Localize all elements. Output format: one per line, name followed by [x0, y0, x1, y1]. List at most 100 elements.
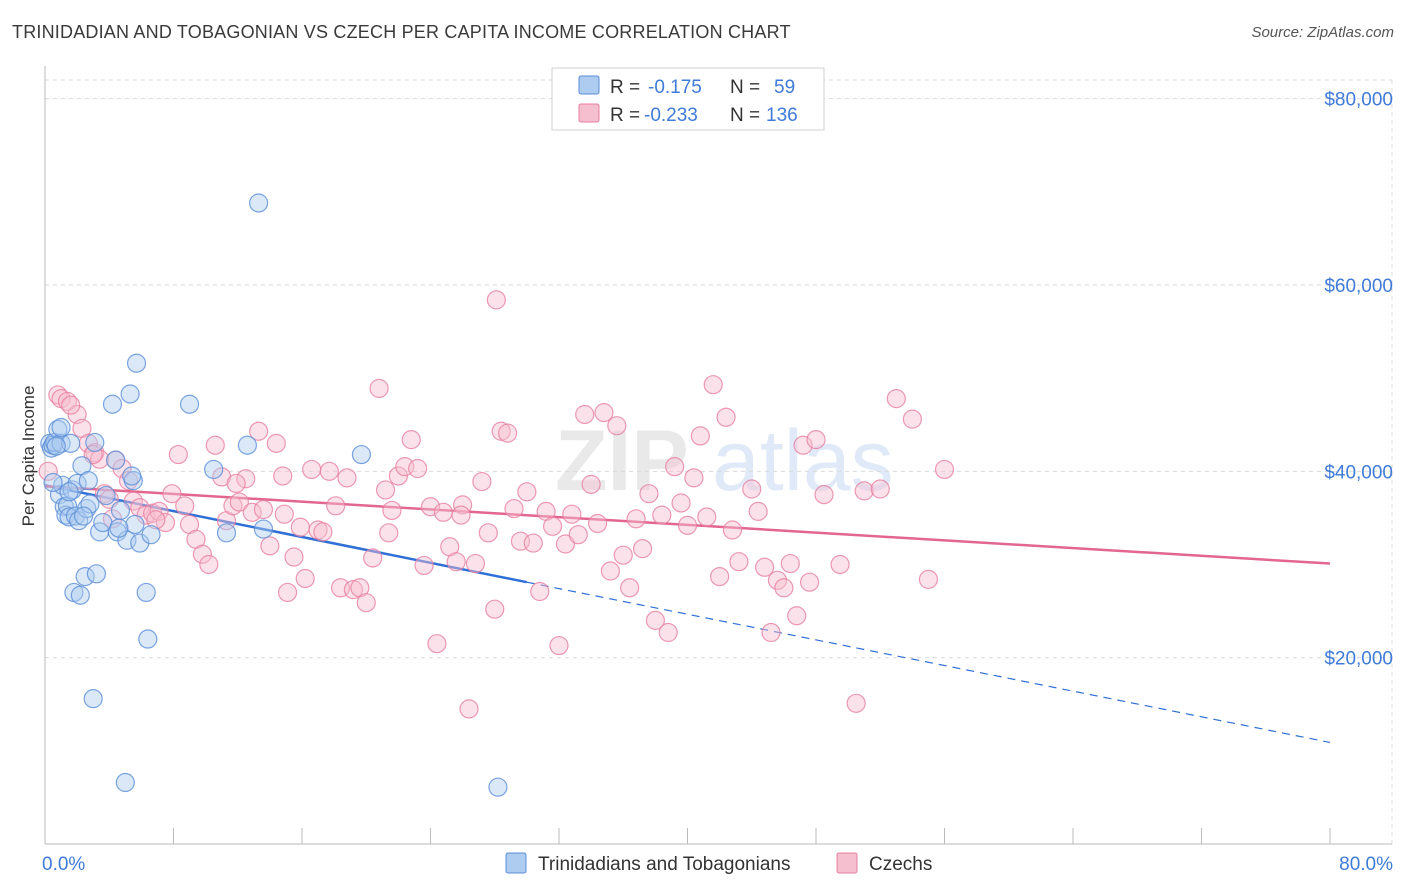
point-trinidadian — [51, 417, 71, 438]
point-czech — [38, 461, 58, 481]
point-czech — [326, 496, 346, 516]
point-czech — [498, 423, 518, 443]
point-czech — [205, 435, 225, 455]
legend-swatch-blue — [578, 75, 600, 95]
point-czech — [472, 471, 492, 492]
point-czech — [236, 469, 256, 489]
point-trinidadian — [83, 689, 103, 709]
point-trinidadian — [43, 472, 63, 493]
point-trinidadian — [179, 394, 200, 414]
point-czech — [414, 555, 434, 576]
point-czech — [319, 461, 339, 481]
point-czech — [645, 610, 665, 630]
y-tick-label: $40,000 — [1324, 462, 1393, 483]
point-czech — [806, 430, 826, 450]
point-czech — [175, 496, 195, 516]
point-czech — [375, 480, 396, 500]
y-tick-labels: $20,000 $40,000 $60,000 $80,000 — [1324, 90, 1393, 670]
point-trinidadian — [125, 514, 145, 535]
point-czech — [742, 479, 762, 499]
point-czech — [302, 459, 322, 480]
point-czech — [799, 572, 820, 592]
legend-swatch-pink — [578, 103, 600, 123]
point-czech — [814, 485, 834, 505]
point-czech — [620, 578, 640, 598]
y-tick-label: $80,000 — [1324, 90, 1393, 111]
point-czech — [48, 385, 68, 405]
legend-series: Trinidadians and Tobagonians Czechs — [505, 852, 932, 875]
point-czech — [504, 498, 524, 519]
point-czech — [295, 568, 315, 589]
legend-n-label-2: N = — [730, 105, 760, 126]
source-label: Source: ZipAtlas.com — [1251, 24, 1394, 41]
point-czech — [517, 482, 537, 502]
point-czech — [703, 375, 723, 395]
point-czech — [761, 622, 781, 643]
point-czech — [754, 557, 775, 577]
point-czech — [774, 578, 794, 598]
y-tick-label: $20,000 — [1324, 649, 1393, 670]
point-czech — [549, 635, 569, 656]
point-czech — [192, 544, 213, 564]
point-czech — [61, 395, 81, 415]
point-trinidadian — [253, 519, 274, 539]
point-czech — [388, 466, 408, 486]
point-trinidadian — [120, 384, 140, 404]
point-czech — [491, 421, 511, 441]
point-czech — [486, 290, 506, 310]
point-czech — [530, 581, 550, 602]
point-trinidadian — [109, 518, 129, 538]
point-trinidadian — [141, 525, 161, 545]
legend-r-label-1: R = — [610, 77, 640, 98]
legend-bottom-swatch-blue — [505, 852, 527, 874]
trend-lines — [44, 484, 1331, 744]
point-czech — [478, 523, 498, 543]
point-czech — [652, 505, 672, 525]
point-trinidadian — [106, 450, 126, 470]
point-czech — [451, 505, 471, 525]
legend-n-label-1: N = — [730, 77, 760, 98]
point-czech — [249, 421, 269, 441]
point-czech — [722, 520, 743, 540]
point-trinidadian — [122, 466, 142, 486]
point-trinidadian — [61, 433, 81, 453]
point-czech — [562, 504, 582, 524]
point-czech — [465, 553, 486, 574]
point-trinidadian — [488, 777, 508, 797]
trend-line-trinidadian — [44, 484, 528, 584]
y-axis-label: Per Capita Income — [19, 386, 38, 527]
point-czech — [199, 554, 219, 575]
point-trinidadian — [78, 471, 98, 491]
x-tick-label: 0.0% — [42, 854, 85, 875]
point-czech — [632, 539, 653, 559]
watermark-atlas: atlas — [712, 413, 894, 509]
point-trinidadian — [59, 507, 79, 527]
point-trinidadian — [216, 523, 237, 543]
point-czech — [846, 693, 866, 713]
point-trinidadian — [86, 564, 107, 584]
point-czech — [600, 561, 621, 581]
legend-r-value-2: -0.233 — [644, 105, 698, 126]
y-tick-label: $60,000 — [1324, 276, 1393, 297]
point-trinidadian — [204, 459, 224, 480]
point-czech — [260, 536, 280, 556]
point-trinidadian — [85, 432, 105, 453]
point-czech — [146, 510, 166, 530]
point-trinidadian — [126, 353, 147, 373]
point-czech — [446, 552, 466, 572]
point-czech — [523, 533, 543, 553]
point-czech — [290, 517, 310, 537]
point-czech — [677, 515, 698, 535]
point-trinidadian — [110, 500, 131, 521]
point-czech — [162, 484, 182, 504]
point-czech — [542, 516, 563, 536]
point-czech — [369, 378, 389, 398]
point-czech — [902, 409, 922, 429]
legend-bottom-label-2: Czechs — [869, 854, 932, 875]
point-trinidadian — [70, 585, 90, 605]
point-czech — [690, 426, 710, 446]
point-czech — [830, 554, 850, 575]
point-czech — [568, 525, 588, 545]
data-points — [38, 193, 955, 797]
